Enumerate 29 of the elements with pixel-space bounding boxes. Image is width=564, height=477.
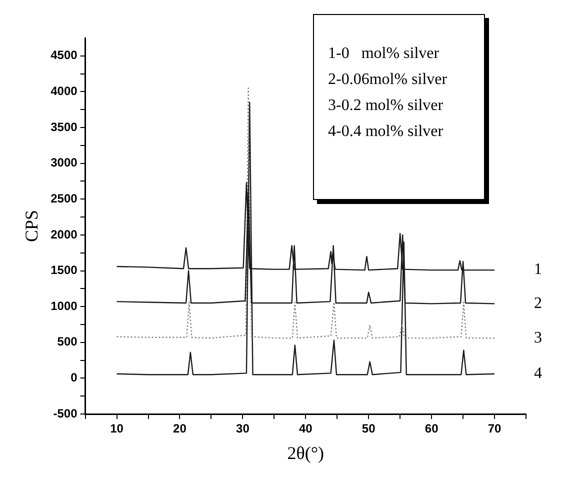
y-tick-label: 4500 <box>50 48 78 62</box>
line-series <box>116 88 496 339</box>
y-tick-label: 0 <box>70 370 78 385</box>
x-axis-title: 2θ(°) <box>287 442 324 463</box>
y-tick-label: 3000 <box>50 156 78 170</box>
y-tick-label: 3500 <box>50 120 78 134</box>
y-tick-label: 2000 <box>50 227 78 242</box>
text: 4 <box>534 365 542 382</box>
y-tick-label: 2500 <box>50 191 78 206</box>
x-tick-label: 40 <box>298 422 313 436</box>
text: 3 <box>534 329 542 346</box>
y-tick-label: 1000 <box>50 298 78 313</box>
annotation: 1-0 mol% silver <box>328 44 440 64</box>
annotation: 3-0.2 mol% silver <box>328 96 444 116</box>
y-tick-label: 4000 <box>50 84 78 98</box>
text: 1 <box>534 261 542 278</box>
x-tick-label: 10 <box>110 422 124 436</box>
x-tick-label: 70 <box>488 422 502 436</box>
y-tick-label: -500 <box>53 406 78 420</box>
x-tick-label: 50 <box>362 422 376 436</box>
x-tick-label: 60 <box>424 422 439 436</box>
text: 2 <box>534 294 542 312</box>
y-axis-title: CPS <box>22 210 42 242</box>
x-tick-label: 30 <box>236 422 250 436</box>
annotation: 2-0.06mol% silver <box>328 70 448 90</box>
y-tick-label: 500 <box>57 334 78 349</box>
x-tick-label: 20 <box>173 422 187 436</box>
annotation: 4-0.4 mol% silver <box>328 122 444 142</box>
y-tick-label: 1500 <box>50 263 78 278</box>
